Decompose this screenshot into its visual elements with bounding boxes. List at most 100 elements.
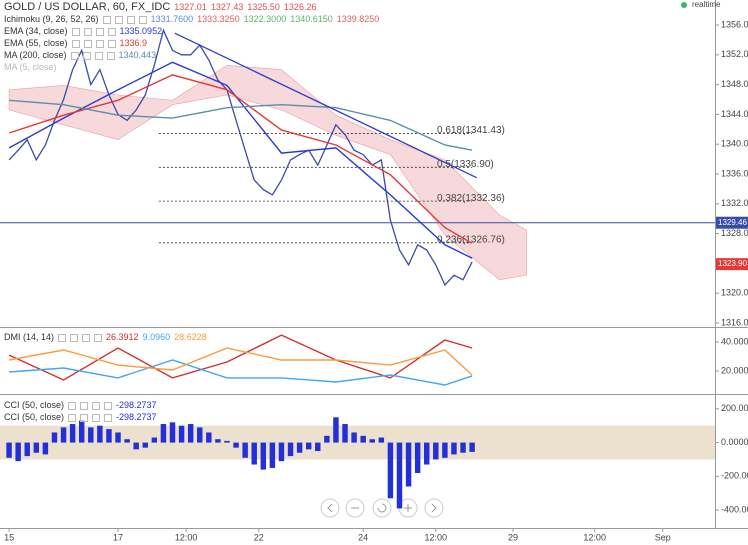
legend-button[interactable] bbox=[106, 51, 115, 60]
legend-button[interactable] bbox=[95, 27, 104, 36]
chart-title: GOLD / US DOLLAR, 60, FX_IDC bbox=[4, 1, 171, 13]
ohlc-value: 1327.43 bbox=[210, 2, 244, 12]
y-tick-label: 20.0000 bbox=[721, 365, 748, 375]
cci-bar bbox=[169, 422, 176, 443]
scroll-right-button[interactable] bbox=[424, 498, 444, 518]
legend-button[interactable] bbox=[82, 51, 91, 60]
navigation[interactable] bbox=[320, 498, 444, 518]
cci-bar bbox=[469, 442, 475, 452]
price-line-series bbox=[8, 28, 473, 287]
cci-bar bbox=[115, 432, 121, 443]
reset-button[interactable] bbox=[372, 498, 392, 518]
legend-value: 1322.3000 bbox=[243, 14, 287, 24]
cci-bar bbox=[287, 442, 294, 457]
indicator-line bbox=[8, 74, 473, 244]
cci-bar bbox=[106, 429, 112, 443]
legend-button[interactable] bbox=[107, 27, 116, 36]
y-tick-label: 1320.00 bbox=[721, 288, 748, 298]
legend-button[interactable] bbox=[68, 401, 77, 410]
y-tick-label: 1348.00 bbox=[721, 79, 748, 89]
cci-bar bbox=[442, 442, 448, 458]
fib-label: 0.236(1326.76) bbox=[437, 234, 505, 245]
legend-button[interactable] bbox=[94, 51, 103, 60]
legend-button[interactable] bbox=[68, 413, 77, 422]
cci-bar bbox=[215, 439, 221, 443]
legend-name: EMA (34, close) bbox=[4, 26, 68, 36]
legend-button[interactable] bbox=[104, 413, 113, 422]
y-tick-label: 1316.00 bbox=[721, 317, 748, 327]
cci-bar bbox=[278, 442, 285, 462]
legend-button[interactable] bbox=[70, 51, 79, 60]
legend-button[interactable] bbox=[107, 39, 116, 48]
scroll-left-button[interactable] bbox=[320, 498, 340, 518]
cci-bar bbox=[451, 442, 457, 455]
x-tick-label: 17 bbox=[113, 532, 123, 542]
legend-button[interactable] bbox=[95, 39, 104, 48]
indicator-line bbox=[9, 359, 473, 386]
y-tick-label: -400.0000 bbox=[721, 504, 748, 514]
fib-label: 0.618(1341.43) bbox=[437, 125, 505, 136]
cci-legend: CCI (50, close) -298.2737 CCI (50, close) -… bbox=[4, 399, 161, 423]
cci-bar bbox=[342, 424, 348, 443]
cci-bar bbox=[378, 437, 385, 443]
cci-bar bbox=[206, 432, 212, 443]
cci-bar bbox=[360, 435, 366, 443]
legend-button[interactable] bbox=[114, 15, 123, 24]
legend-value: 1340.6150 bbox=[290, 14, 333, 24]
cci-bar bbox=[187, 424, 194, 443]
legend-button[interactable] bbox=[82, 333, 91, 342]
y-tick-label: 40.0000 bbox=[721, 336, 748, 346]
legend-row: CCI (50, close) -298.2737 bbox=[4, 411, 161, 423]
navigation-icons bbox=[327, 503, 437, 513]
legend-button[interactable] bbox=[102, 15, 111, 24]
legend-button[interactable] bbox=[92, 401, 101, 410]
y-tick-label: 1356.00 bbox=[721, 19, 748, 29]
cci-bar bbox=[405, 442, 412, 487]
legend-button[interactable] bbox=[70, 333, 79, 342]
legend-row: EMA (34, close) 1335.0952 bbox=[4, 25, 383, 37]
legend-value: 9.0960 bbox=[142, 332, 171, 342]
legend-name: CCI (50, close) bbox=[4, 412, 65, 422]
legend-value: -298.2737 bbox=[116, 412, 157, 422]
last-price-box bbox=[716, 258, 748, 271]
cci-bar bbox=[387, 442, 394, 499]
legend-row: GOLD / US DOLLAR, 60, FX_IDC 1327.01 1327.… bbox=[4, 1, 383, 13]
cci-bar bbox=[296, 442, 303, 453]
legend-name: DMI (14, 14) bbox=[4, 332, 55, 342]
cci-bar bbox=[305, 442, 312, 450]
legend-button[interactable] bbox=[71, 39, 80, 48]
legend-button[interactable] bbox=[126, 15, 135, 24]
y-tick-label: 200.0000 bbox=[721, 403, 748, 413]
cci-bar bbox=[60, 427, 67, 443]
cci-bar bbox=[396, 442, 403, 509]
y-tick-label: 1340.00 bbox=[721, 139, 748, 149]
legend-button[interactable] bbox=[104, 401, 113, 410]
cci-bar bbox=[424, 442, 430, 465]
legend-button[interactable] bbox=[92, 413, 101, 422]
legend-button[interactable] bbox=[58, 333, 67, 342]
cci-bar bbox=[51, 432, 58, 443]
legend-row: MA (200, close) 1340.443 bbox=[4, 49, 383, 61]
legend-button[interactable] bbox=[80, 401, 89, 410]
legend-value: 1339.8250 bbox=[336, 14, 380, 24]
cci-bar bbox=[15, 442, 21, 462]
fib-label: 0.5(1336.90) bbox=[437, 159, 494, 170]
cci-bar bbox=[233, 442, 239, 448]
legend-button[interactable] bbox=[80, 413, 89, 422]
legend-row: MA (5, close) bbox=[4, 61, 383, 73]
cci-bar bbox=[315, 442, 321, 452]
legend-button[interactable] bbox=[71, 27, 80, 36]
indicator-line bbox=[9, 99, 473, 151]
legend-button[interactable] bbox=[138, 15, 147, 24]
legend-button[interactable] bbox=[83, 27, 92, 36]
y-tick-label: 1352.00 bbox=[721, 49, 748, 59]
legend-button[interactable] bbox=[94, 333, 103, 342]
legend-value: 1335.0952 bbox=[119, 26, 163, 36]
legend-value: 26.3912 bbox=[106, 332, 139, 342]
legend-button[interactable] bbox=[83, 39, 92, 48]
x-tick-label: 29 bbox=[508, 532, 518, 542]
y-tick-label: 1336.00 bbox=[721, 168, 748, 178]
cci-bar bbox=[133, 442, 139, 450]
